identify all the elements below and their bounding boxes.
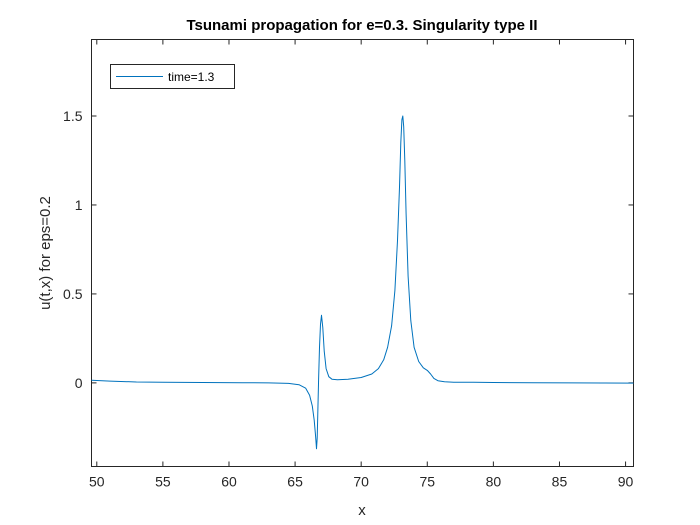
y-axis-label: u(t,x) for eps=0.2 [37,196,54,310]
x-tick-label: 75 [419,474,435,490]
series-layer [91,115,634,450]
y-tick-label: 0.5 [63,286,83,302]
plot-area [91,39,634,467]
x-tick-label: 50 [89,474,105,490]
x-tick-label: 80 [486,474,502,490]
x-tick-label: 65 [287,474,303,490]
x-tick-label: 55 [155,474,171,490]
legend: time=1.3 [110,64,235,89]
y-tick-label: 1 [75,197,83,213]
y-tick-label: 1.5 [63,108,83,124]
y-tick-label: 0 [75,375,83,391]
x-tick-label: 85 [552,474,568,490]
x-axis-label: x [358,502,366,519]
axis-ticks: 50 55 60 65 70 75 80 85 90 0 0.5 1 1.5 [63,39,634,490]
series-line [91,115,634,450]
chart-title: Tsunami propagation for e=0.3. Singulari… [186,17,537,34]
x-tick-label: 60 [221,474,237,490]
x-tick-label: 90 [618,474,634,490]
legend-label: time=1.3 [168,70,215,84]
x-tick-label: 70 [353,474,369,490]
